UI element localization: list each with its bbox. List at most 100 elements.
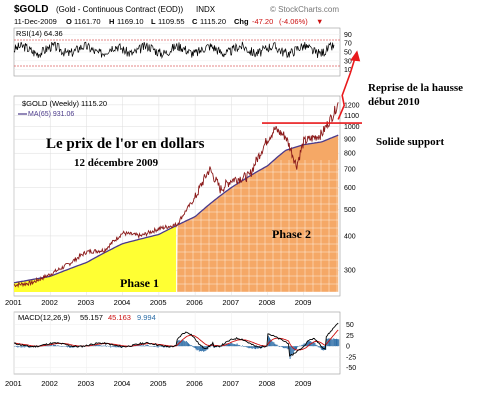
high-label: H xyxy=(109,17,114,26)
phase2-area xyxy=(177,135,339,292)
macd-hist-bar xyxy=(104,345,106,347)
rsi-tick-label: 30 xyxy=(344,58,352,65)
macd-hist-bar xyxy=(184,341,186,347)
close-value: 1115.20 xyxy=(200,17,226,26)
macd-hist-bar xyxy=(69,346,71,348)
x-year-label-top: 2006 xyxy=(186,298,203,307)
reprise-arrow-head-icon xyxy=(350,50,361,62)
macd-hist-bar xyxy=(211,345,213,347)
macd-hist-bar xyxy=(113,346,115,348)
macd-hist-bar xyxy=(334,339,336,347)
macd-hist-bar xyxy=(253,346,255,349)
chg-label: Chg xyxy=(234,17,249,26)
macd-hist-bar xyxy=(52,344,54,347)
macd-hist-bar xyxy=(153,346,155,347)
macd-hist-bar xyxy=(195,346,197,350)
macd-hist-bar xyxy=(314,342,316,347)
macd-hist-bar xyxy=(256,346,258,349)
macd-hist-bar xyxy=(235,344,237,347)
macd-hist-bar xyxy=(70,346,72,348)
macd-hist-bar xyxy=(48,345,50,347)
x-axis-years-macd: 2001 2002 2003 2004 2005 2006 2007 2008 2009 xyxy=(5,379,311,388)
macd-hist-bar xyxy=(278,346,280,347)
macd-hist-bar xyxy=(287,346,289,350)
header-date: 11-Dec-2009 xyxy=(14,17,57,26)
macd-hist-bar xyxy=(210,345,212,347)
macd-hist-bar xyxy=(118,346,120,348)
x-year-label-top: 2007 xyxy=(222,298,239,307)
macd-hist-bar xyxy=(252,346,254,349)
macd-signal-value: 45.163 xyxy=(108,313,131,322)
low-value: 1109.55 xyxy=(158,17,185,26)
x-year-label-top: 2004 xyxy=(114,298,131,307)
macd-hist-bar xyxy=(255,346,256,350)
macd-hist-bar xyxy=(58,345,60,347)
macd-hist-bar xyxy=(249,346,251,348)
macd-hist-bar xyxy=(324,346,326,350)
macd-hist-bar xyxy=(203,346,205,352)
price-tick-label: 900 xyxy=(344,137,356,144)
x-year-label-top: 2002 xyxy=(41,298,58,307)
macd-hist-bar xyxy=(138,345,140,347)
macd-hist-bar xyxy=(232,343,234,347)
phase1-label: Phase 1 xyxy=(120,276,159,290)
phase2-label: Phase 2 xyxy=(272,227,311,241)
macd-hist-bar xyxy=(144,345,146,347)
macd-hist-bar xyxy=(284,346,286,349)
macd-hist-bar xyxy=(291,346,293,355)
macd-hist-bar xyxy=(312,342,314,347)
macd-tick-label: 0 xyxy=(346,344,350,351)
macd-hist-bar xyxy=(161,346,162,347)
rsi-tick-label: 10 xyxy=(344,67,352,74)
chg-down-icon: ▼ xyxy=(316,17,323,26)
macd-hist-bar xyxy=(336,338,337,347)
macd-hist-bar xyxy=(183,340,185,347)
macd-hist-bar xyxy=(49,345,51,347)
macd-hist-bar xyxy=(16,346,18,347)
macd-hist-bar xyxy=(189,344,191,347)
gold-price-line xyxy=(13,102,339,289)
x-year-label-bottom: 2009 xyxy=(295,379,312,388)
close-label: C xyxy=(192,17,198,26)
macd-hist-bar xyxy=(61,346,63,347)
macd-hist-bar xyxy=(319,346,321,349)
macd-hist-bar xyxy=(137,345,139,347)
macd-hist-bar xyxy=(199,346,201,351)
macd-hist-bar xyxy=(96,344,98,347)
macd-hist-bar xyxy=(244,346,246,347)
macd-hist-bar xyxy=(99,345,101,347)
macd-tick-label: -25 xyxy=(346,354,356,361)
chart-subtitle: 12 décembre 2009 xyxy=(74,157,159,169)
x-year-label-bottom: 2002 xyxy=(41,379,58,388)
macd-hist-bar xyxy=(110,346,112,348)
x-year-label-bottom: 2003 xyxy=(77,379,94,388)
x-year-label-bottom: 2006 xyxy=(186,379,203,388)
macd-hist-bar xyxy=(313,342,315,347)
header-exchange: INDX xyxy=(196,5,216,14)
macd-hist-bar xyxy=(22,346,24,347)
macd-hist-bar xyxy=(295,346,296,351)
macd-hist-bar xyxy=(329,339,331,347)
macd-hist-bar xyxy=(190,345,192,347)
macd-hist-bar xyxy=(102,345,104,347)
macd-hist-bar xyxy=(296,346,297,350)
chg-pct: (-4.06%) xyxy=(279,17,308,26)
macd-hist-bar xyxy=(20,346,22,348)
rsi-tick-label: 90 xyxy=(344,32,352,39)
macd-hist-bar xyxy=(301,344,303,347)
price-tick-label: 700 xyxy=(344,167,356,174)
macd-hist-bar xyxy=(182,340,184,347)
watermark: © StockCharts.com xyxy=(270,5,339,14)
macd-hist-bar xyxy=(230,343,232,347)
macd-hist-bar xyxy=(332,338,334,347)
price-legend-symbol: $GOLD (Weekly) 1115.20 xyxy=(22,99,107,108)
macd-hist-bar xyxy=(57,345,59,347)
macd-hist-bar xyxy=(181,339,183,347)
macd-value: 55.157 xyxy=(80,313,103,322)
macd-hist-bar xyxy=(318,346,320,348)
macd-hist-bar xyxy=(146,344,148,347)
chart-header: $GOLD (Gold - Continuous Contract (EOD))… xyxy=(14,4,339,26)
open-label: O xyxy=(66,17,72,26)
